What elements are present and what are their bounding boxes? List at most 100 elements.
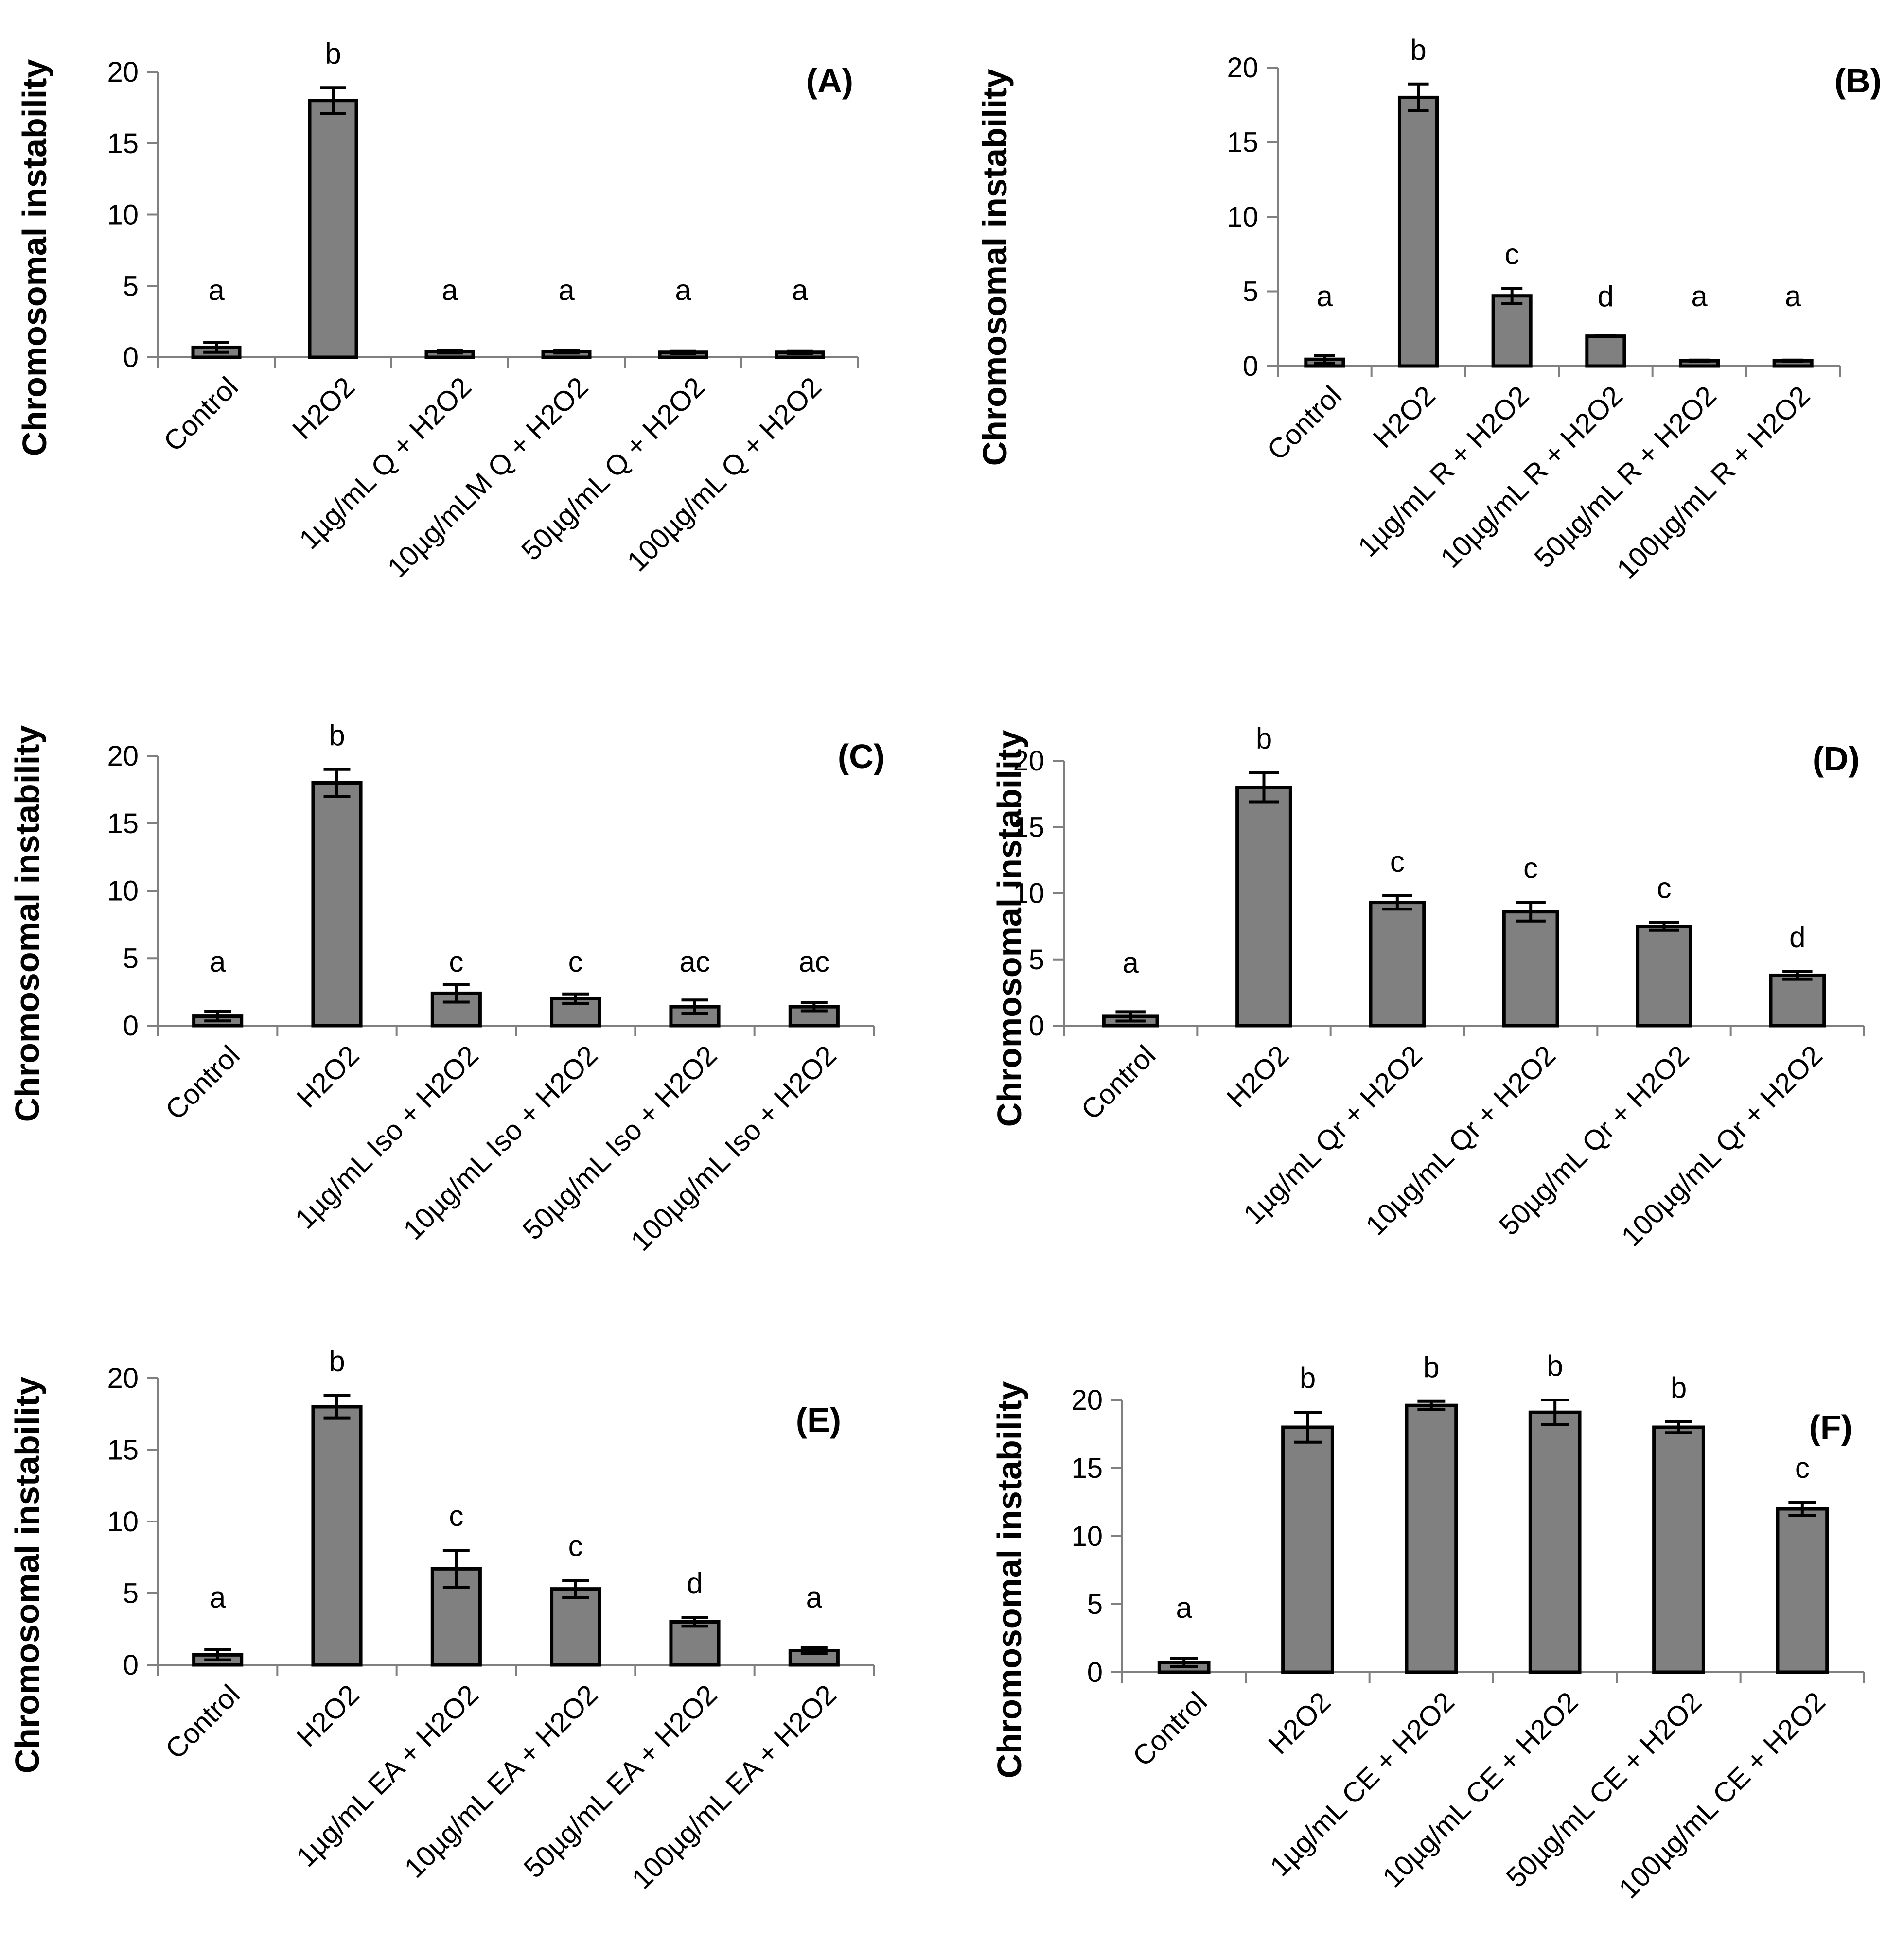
error-bar <box>204 1010 231 1023</box>
error-bar <box>553 349 580 355</box>
significance-letter: b <box>1256 722 1272 755</box>
significance-letter: a <box>806 1581 823 1614</box>
significance-letter: a <box>1785 280 1801 313</box>
category-label: 50µg/mL EA + H2O2 <box>518 1679 723 1884</box>
significance-letter: b <box>1671 1371 1687 1404</box>
error-bar <box>1649 921 1679 932</box>
y-axis-title: Chromosomal instability <box>8 1377 46 1774</box>
bar <box>1397 95 1439 368</box>
significance-letter: b <box>1410 34 1426 66</box>
category-label: Control <box>158 371 244 457</box>
y-tick-label: 15 <box>1227 127 1258 158</box>
bar <box>1502 910 1559 1028</box>
bar <box>1405 1403 1458 1674</box>
y-tick-label: 5 <box>1029 944 1044 976</box>
error-bar <box>670 349 696 355</box>
significance-letter: c <box>1657 872 1672 904</box>
error-bar <box>800 1646 828 1655</box>
error-bar <box>204 1648 231 1661</box>
y-axis-title: Chromosomal instability <box>990 1381 1028 1779</box>
significance-letter: a <box>792 274 808 307</box>
significance-letter: a <box>1317 280 1333 313</box>
category-label: 1µg/mL R + H2O2 <box>1352 380 1535 563</box>
bar <box>550 1587 601 1667</box>
error-bar <box>787 349 813 355</box>
significance-letter: b <box>1300 1362 1316 1394</box>
significance-letter: c <box>1523 852 1538 885</box>
y-axis-title: Chromosomal instability <box>990 730 1028 1127</box>
significance-letter: a <box>210 1581 226 1614</box>
panel-label: (B) <box>1834 62 1882 100</box>
category-label: 100µg/mL Iso + H2O2 <box>625 1039 843 1257</box>
error-bar <box>1516 901 1546 923</box>
error-bar <box>1170 1657 1198 1668</box>
category-label: 100µg/mL CE + H2O2 <box>1613 1686 1832 1905</box>
y-tick-label: 5 <box>1087 1589 1103 1620</box>
bar <box>1585 334 1626 368</box>
y-tick-label: 5 <box>1243 276 1258 308</box>
significance-letter: b <box>329 719 345 752</box>
error-bar <box>1408 82 1429 113</box>
category-label: 100µg/mL Q + H2O2 <box>621 371 828 577</box>
bar <box>311 1405 363 1667</box>
significance-letter: c <box>449 945 463 978</box>
error-bar <box>1382 894 1412 911</box>
y-tick-label: 0 <box>123 1649 139 1681</box>
category-label: 10µg/mLM Q + H2O2 <box>381 371 594 584</box>
y-axis-title: Chromosomal instability <box>976 69 1014 466</box>
y-tick-label: 5 <box>123 943 139 974</box>
error-bar <box>1782 358 1804 363</box>
significance-letter: c <box>1795 1451 1810 1484</box>
bar <box>311 781 363 1028</box>
bar <box>669 1620 721 1667</box>
significance-letter: a <box>210 945 226 978</box>
y-tick-label: 20 <box>107 56 139 88</box>
category-label: 10µg/mL Iso + H2O2 <box>397 1039 604 1246</box>
y-tick-label: 0 <box>1087 1657 1103 1688</box>
y-tick-label: 15 <box>107 808 139 839</box>
error-bar <box>1115 1010 1146 1023</box>
error-bar <box>437 349 463 355</box>
significance-letter: a <box>208 274 225 307</box>
y-tick-label: 10 <box>107 1506 139 1538</box>
error-bar <box>1782 970 1813 981</box>
y-tick-label: 10 <box>1071 1521 1103 1552</box>
y-tick-label: 15 <box>107 128 139 159</box>
bar <box>1636 925 1692 1028</box>
bar <box>1491 294 1533 368</box>
bar <box>1369 901 1426 1028</box>
significance-letter: b <box>1423 1351 1439 1383</box>
bar <box>1235 786 1292 1028</box>
y-tick-label: 10 <box>1227 201 1258 233</box>
y-tick-label: 5 <box>123 1578 139 1609</box>
significance-letter: c <box>568 1530 583 1562</box>
category-label: Control <box>159 1039 246 1126</box>
significance-letter: a <box>1122 946 1139 979</box>
y-tick-label: 20 <box>107 1363 139 1394</box>
bar <box>1776 1507 1829 1674</box>
y-tick-label: 20 <box>1071 1384 1103 1416</box>
y-tick-label: 10 <box>107 875 139 907</box>
category-label: 50µg/mL R + H2O2 <box>1528 380 1723 574</box>
significance-letter: a <box>558 274 575 307</box>
significance-letter: b <box>1547 1349 1563 1382</box>
error-bar <box>562 1578 589 1599</box>
significance-letter: b <box>325 37 341 70</box>
significance-letter: c <box>1505 238 1519 270</box>
error-bar <box>323 1394 351 1420</box>
error-bar <box>1501 287 1523 305</box>
significance-letter: d <box>687 1567 703 1600</box>
y-tick-label: 0 <box>123 342 139 373</box>
error-bar <box>800 1001 828 1013</box>
error-bar <box>1689 358 1710 363</box>
significance-letter: a <box>675 274 691 307</box>
error-bar <box>203 341 229 354</box>
significance-letter: c <box>1390 845 1405 878</box>
bar <box>1652 1425 1705 1674</box>
significance-letter: d <box>1789 921 1805 953</box>
